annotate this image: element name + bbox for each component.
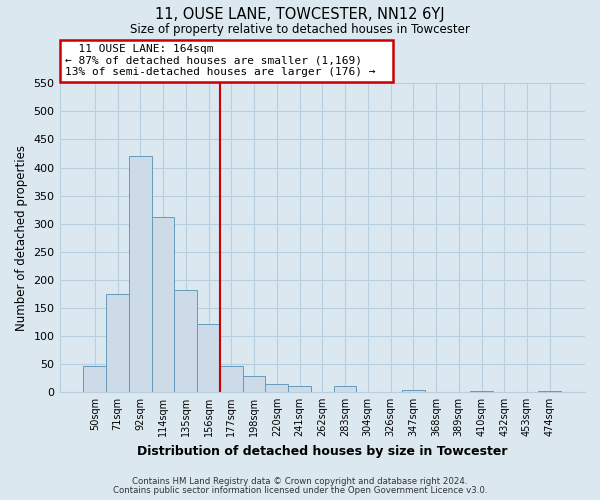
- Text: Size of property relative to detached houses in Towcester: Size of property relative to detached ho…: [130, 22, 470, 36]
- Bar: [197, 324, 220, 392]
- Text: Contains public sector information licensed under the Open Government Licence v3: Contains public sector information licen…: [113, 486, 487, 495]
- Bar: [538, 391, 561, 392]
- Bar: [470, 391, 493, 392]
- Bar: [129, 156, 152, 392]
- Text: 11, OUSE LANE, TOWCESTER, NN12 6YJ: 11, OUSE LANE, TOWCESTER, NN12 6YJ: [155, 8, 445, 22]
- Text: Contains HM Land Registry data © Crown copyright and database right 2024.: Contains HM Land Registry data © Crown c…: [132, 477, 468, 486]
- Bar: [175, 290, 197, 392]
- Bar: [288, 386, 311, 392]
- Bar: [265, 384, 288, 392]
- Bar: [220, 366, 242, 392]
- Bar: [242, 376, 265, 392]
- Bar: [106, 294, 129, 392]
- Y-axis label: Number of detached properties: Number of detached properties: [15, 144, 28, 330]
- Text: 11 OUSE LANE: 164sqm
← 87% of detached houses are smaller (1,169)
13% of semi-de: 11 OUSE LANE: 164sqm ← 87% of detached h…: [65, 44, 389, 77]
- Bar: [83, 366, 106, 392]
- Bar: [402, 390, 425, 392]
- Bar: [152, 218, 175, 392]
- X-axis label: Distribution of detached houses by size in Towcester: Distribution of detached houses by size …: [137, 444, 508, 458]
- Bar: [334, 386, 356, 392]
